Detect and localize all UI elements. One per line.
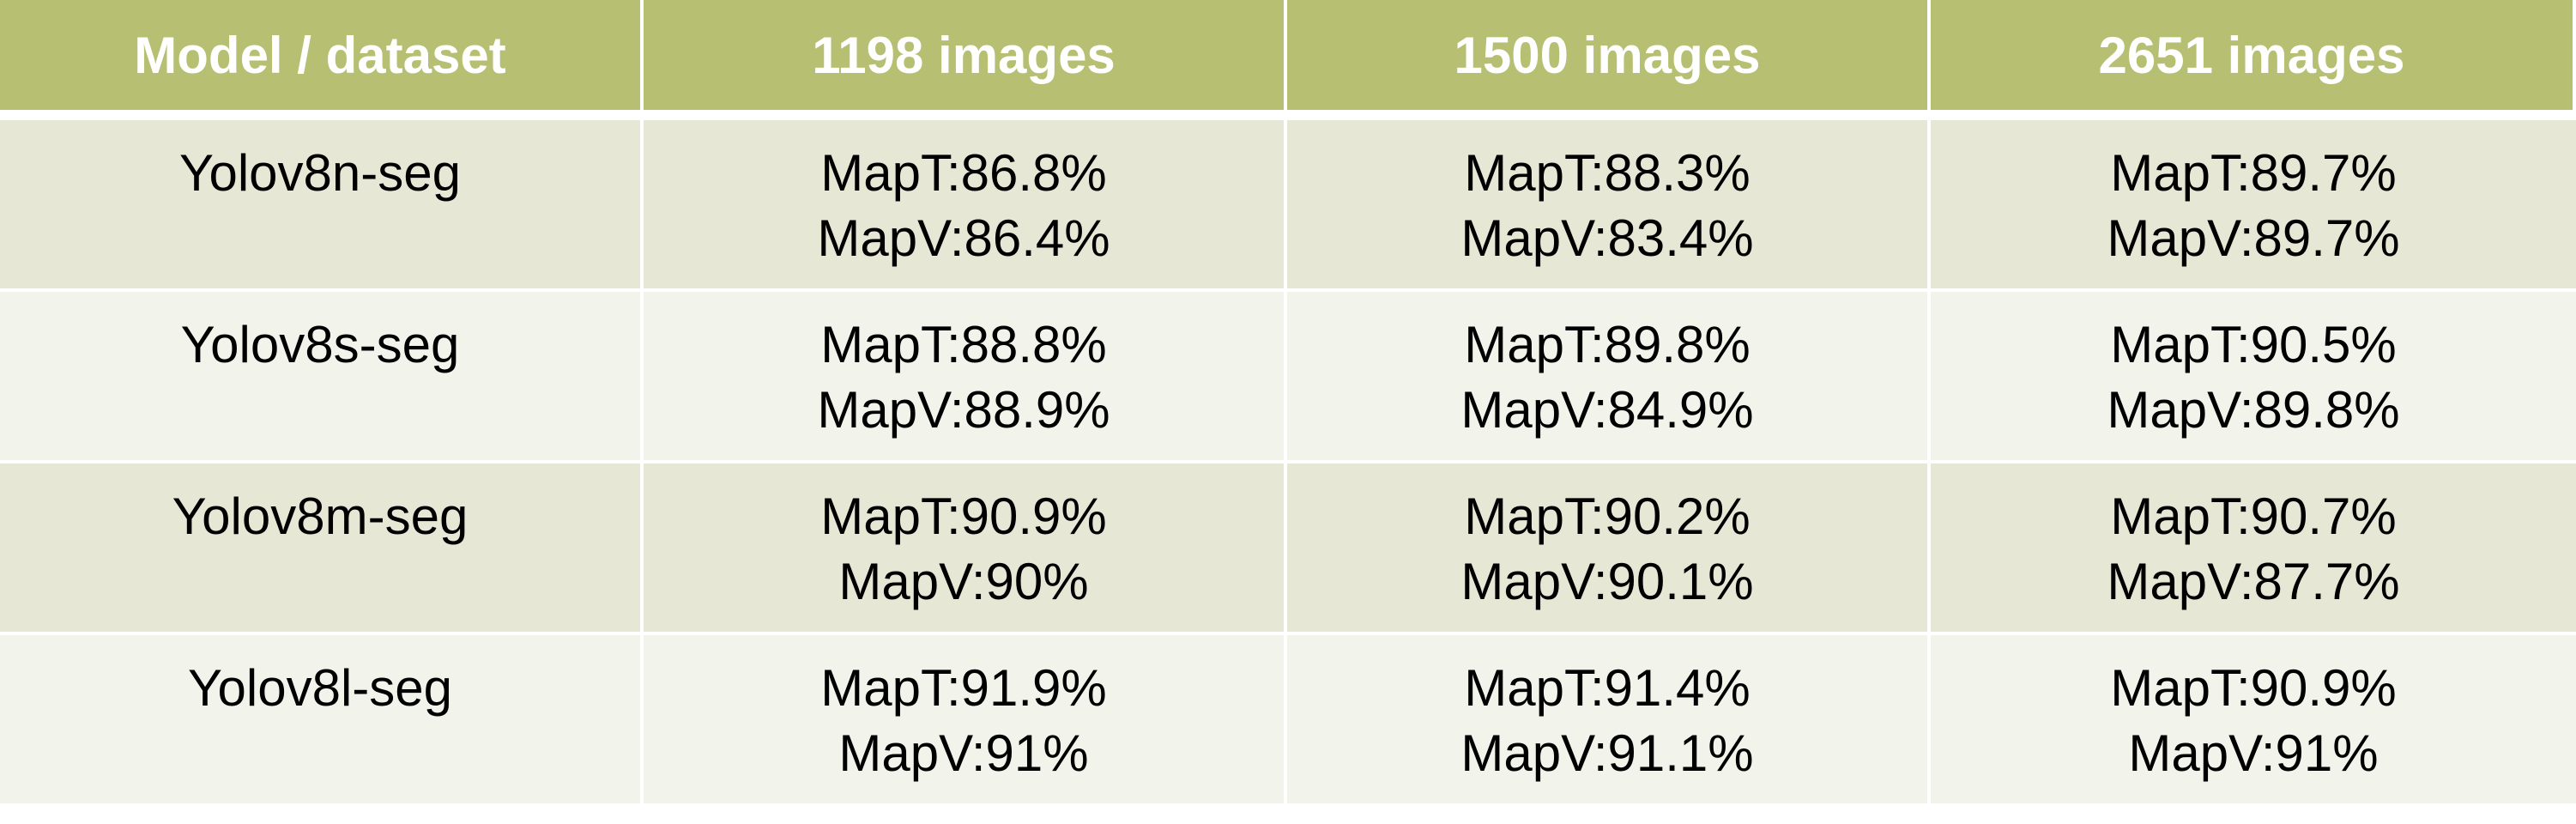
metric-cell: MapT:90.2% MapV:90.1%: [1287, 464, 1931, 635]
metric-cell: MapT:89.8% MapV:84.9%: [1287, 292, 1931, 464]
mapt-value: MapT:86.8%: [820, 144, 1107, 202]
mapt-value: MapT:91.9%: [820, 659, 1107, 717]
mapt-value: MapT:90.7%: [2110, 488, 2397, 545]
model-cell: Yolov8l-seg: [0, 635, 644, 807]
mapt-value: MapT:89.8%: [1464, 316, 1751, 373]
mapv-value: MapV:88.9%: [817, 381, 1110, 439]
metric-cell: MapT:90.5% MapV:89.8%: [1931, 292, 2576, 464]
metric-cell: MapT:90.9% MapV:90%: [644, 464, 1287, 635]
mapt-value: MapT:90.5%: [2110, 316, 2397, 373]
metric-cell: MapT:91.4% MapV:91.1%: [1287, 635, 1931, 807]
mapv-value: MapV:89.7%: [2107, 209, 2400, 267]
header-1198-images: 1198 images: [644, 0, 1287, 120]
mapt-value: MapT:89.7%: [2110, 144, 2397, 202]
header-model-dataset: Model / dataset: [0, 0, 644, 120]
model-cell: Yolov8n-seg: [0, 120, 644, 292]
metric-cell: MapT:89.7% MapV:89.7%: [1931, 120, 2576, 292]
metric-cell: MapT:90.7% MapV:87.7%: [1931, 464, 2576, 635]
metric-cell: MapT:88.8% MapV:88.9%: [644, 292, 1287, 464]
header-2651-images: 2651 images: [1931, 0, 2576, 120]
model-cell: Yolov8s-seg: [0, 292, 644, 464]
metric-cell: MapT:88.3% MapV:83.4%: [1287, 120, 1931, 292]
mapt-value: MapT:88.3%: [1464, 144, 1751, 202]
header-1500-images: 1500 images: [1287, 0, 1931, 120]
mapt-value: MapT:88.8%: [820, 316, 1107, 373]
metric-cell: MapT:86.8% MapV:86.4%: [644, 120, 1287, 292]
mapv-value: MapV:90%: [838, 553, 1089, 610]
metric-cell: MapT:90.9% MapV:91%: [1931, 635, 2576, 807]
mapv-value: MapV:91.1%: [1460, 724, 1754, 782]
mapv-value: MapV:91%: [2128, 724, 2379, 782]
mapv-value: MapV:90.1%: [1460, 553, 1754, 610]
metric-cell: MapT:91.9% MapV:91%: [644, 635, 1287, 807]
mapv-value: MapV:91%: [838, 724, 1089, 782]
mapt-value: MapT:90.9%: [2110, 659, 2397, 717]
mapt-value: MapT:90.2%: [1464, 488, 1751, 545]
mapv-value: MapV:83.4%: [1460, 209, 1754, 267]
mapv-value: MapV:89.8%: [2107, 381, 2400, 439]
model-cell: Yolov8m-seg: [0, 464, 644, 635]
mapv-value: MapV:87.7%: [2107, 553, 2400, 610]
mapv-value: MapV:86.4%: [817, 209, 1110, 267]
mapt-value: MapT:90.9%: [820, 488, 1107, 545]
mapt-value: MapT:91.4%: [1464, 659, 1751, 717]
mapv-value: MapV:84.9%: [1460, 381, 1754, 439]
